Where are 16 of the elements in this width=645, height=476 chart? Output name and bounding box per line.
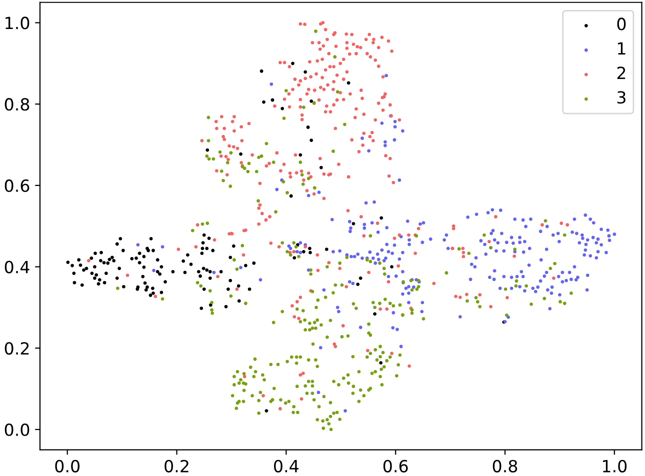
y-tick-label: 0.6	[4, 179, 30, 192]
x-tick-label: 0.4	[274, 460, 298, 472]
x-tick-label: 0.2	[164, 460, 188, 472]
legend-label: 1	[618, 42, 626, 55]
legend-label: 3	[617, 91, 626, 104]
y-tick-label: 0.4	[4, 260, 30, 274]
x-tick-label: 0.0	[55, 460, 80, 472]
y-tick-label: 0.0	[4, 423, 30, 436]
y-tick-label: 1.0	[6, 16, 30, 30]
x-tick-label: 0.8	[492, 460, 518, 472]
legend-label: 2	[617, 66, 626, 79]
y-tick-label: 0.2	[4, 342, 29, 355]
legend-label: 0	[617, 18, 626, 30]
y-tick-label: 0.8	[4, 98, 30, 111]
x-tick-label: 1.0	[603, 460, 627, 472]
x-tick-label: 0.6	[383, 460, 408, 472]
